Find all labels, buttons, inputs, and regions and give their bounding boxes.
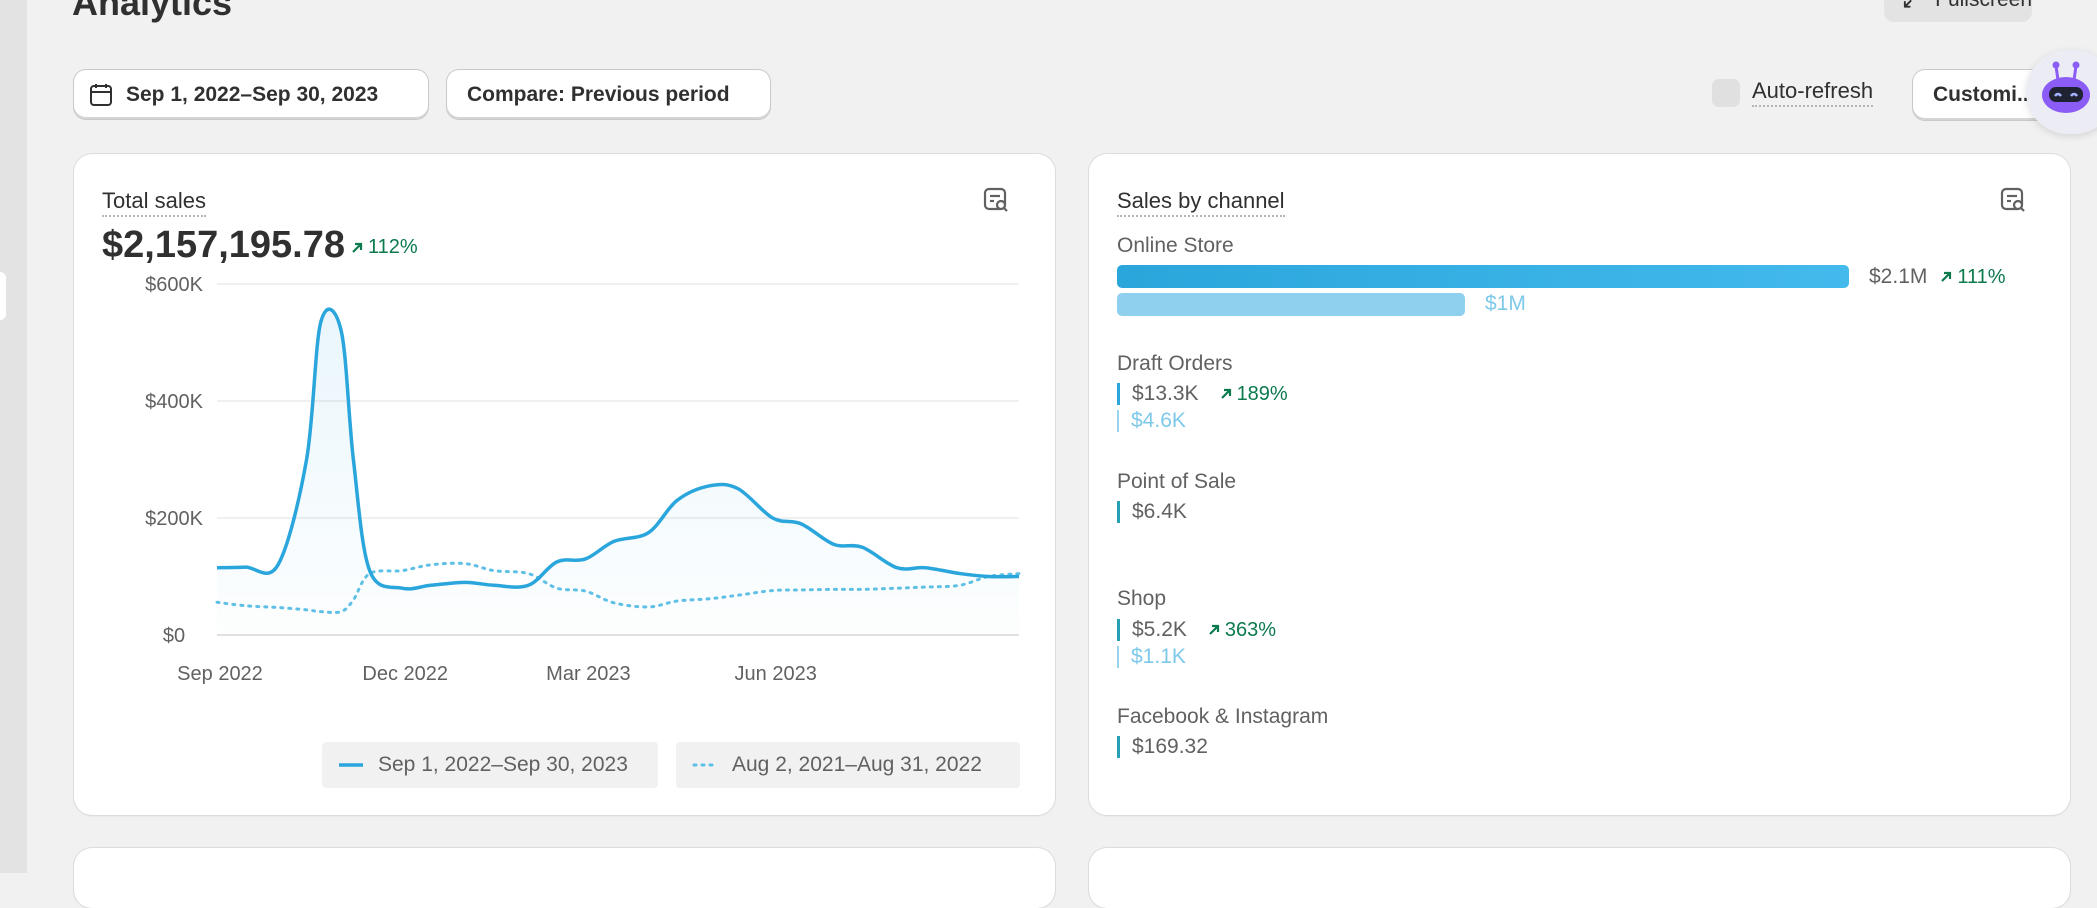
facebook-instagram-current-value: $169.32	[1132, 735, 1208, 758]
sales-by-channel-title[interactable]: Sales by channel	[1117, 188, 1285, 217]
fullscreen-button[interactable]: Fullscreen	[1884, 0, 2032, 22]
point-of-sale-current-bar	[1117, 501, 1120, 523]
auto-refresh-toggle[interactable]: Auto-refresh	[1712, 78, 1874, 107]
report-icon[interactable]	[1999, 186, 2027, 214]
draft-orders-previous-row[interactable]: $4.6K	[1117, 409, 1186, 433]
y-tick-label: $600K	[145, 274, 203, 296]
total-sales-chart: $600K $400K $200K $0 Sep 2022 Dec 2022 Mar 202…	[145, 274, 1021, 685]
total-sales-title[interactable]: Total sales	[102, 188, 206, 217]
channel-label-online-store: Online Store	[1117, 234, 1234, 257]
online-store-current-row: $2.1M 111%	[1869, 265, 2006, 289]
shop-current-row[interactable]: $5.2K 363%	[1117, 618, 1276, 642]
draft-orders-current-value: $13.3K	[1132, 382, 1199, 405]
report-icon[interactable]	[982, 186, 1010, 214]
series-current-line	[216, 307, 1020, 591]
y-tick-label: $0	[163, 625, 185, 647]
channel-label-draft-orders: Draft Orders	[1117, 352, 1233, 375]
calendar-icon	[90, 83, 112, 106]
channel-label-shop: Shop	[1117, 587, 1167, 610]
shop-previous-row[interactable]: $1.1K	[1117, 645, 1186, 669]
compare-button[interactable]: Compare: Previous period	[447, 70, 770, 119]
online-store-previous-bar[interactable]	[1117, 293, 1465, 316]
dotted-line-icon	[692, 763, 718, 767]
shop-previous-bar	[1117, 646, 1119, 668]
total-sales-change: 112%	[350, 236, 418, 259]
assistant-bot-button[interactable]	[2026, 50, 2097, 134]
total-sales-value: $2,157,195.78	[102, 224, 346, 266]
total-sales-change-label: 112%	[368, 236, 418, 258]
sidebar-edge	[0, 0, 27, 873]
legend-current-label: Sep 1, 2022–Sep 30, 2023	[378, 753, 628, 776]
auto-refresh-checkbox[interactable]	[1712, 78, 1740, 107]
legend-previous-label: Aug 2, 2021–Aug 31, 2022	[732, 753, 982, 776]
date-range-button[interactable]: Sep 1, 2022–Sep 30, 2023	[74, 70, 428, 119]
shop-current-value: $5.2K	[1132, 618, 1187, 641]
bot-icon	[2042, 61, 2090, 113]
draft-orders-previous-value: $4.6K	[1131, 409, 1186, 432]
arrow-up-right-icon	[352, 242, 363, 253]
legend-current[interactable]: Sep 1, 2022–Sep 30, 2023	[322, 742, 658, 788]
solid-line-icon	[339, 763, 363, 767]
legend-previous[interactable]: Aug 2, 2021–Aug 31, 2022	[676, 742, 1020, 788]
sidebar-handle[interactable]	[0, 272, 6, 320]
date-range-label: Sep 1, 2022–Sep 30, 2023	[126, 82, 379, 106]
x-tick-label: Jun 2023	[735, 663, 817, 685]
x-tick-label: Mar 2023	[546, 663, 631, 685]
arrow-up-right-icon	[1220, 388, 1231, 399]
point-of-sale-current-row[interactable]: $6.4K	[1117, 500, 1187, 524]
online-store-change: 111%	[1939, 265, 2006, 289]
x-tick-label: Sep 2022	[177, 663, 263, 685]
y-tick-label: $400K	[145, 391, 203, 413]
point-of-sale-current-value: $6.4K	[1132, 500, 1187, 523]
online-store-previous-row: $1M	[1485, 292, 1526, 316]
series-current-area	[217, 309, 1019, 635]
draft-orders-previous-bar	[1117, 410, 1119, 432]
sales-by-channel-card: Sales by channel Online Store $2.1M 111%…	[1089, 154, 2070, 815]
channel-label-point-of-sale: Point of Sale	[1117, 470, 1237, 493]
x-tick-label: Dec 2022	[362, 663, 448, 685]
shop-change: 363%	[1207, 619, 1276, 642]
arrow-up-right-icon	[1209, 624, 1219, 635]
facebook-instagram-current-bar	[1117, 736, 1120, 758]
online-store-current-value: $2.1M	[1869, 265, 1928, 288]
page-title: Analytics	[72, 0, 233, 23]
shop-change-label: 363%	[1224, 618, 1277, 641]
customize-label: Customi...	[1933, 83, 2035, 106]
facebook-instagram-current-row[interactable]: $169.32	[1117, 735, 1208, 759]
online-store-current-bar[interactable]	[1117, 265, 1849, 288]
online-store-previous-value: $1M	[1485, 292, 1526, 315]
channel-label-facebook-instagram: Facebook & Instagram	[1117, 705, 1329, 728]
fullscreen-label: Fullscreen	[1935, 0, 2032, 12]
online-store-change-label: 111%	[1957, 265, 2006, 288]
expand-icon	[1903, 0, 1912, 8]
draft-orders-current-bar	[1117, 383, 1120, 405]
shop-previous-value: $1.1K	[1131, 645, 1186, 668]
y-tick-label: $200K	[145, 508, 203, 530]
next-card-right	[1089, 848, 2070, 908]
auto-refresh-label: Auto-refresh	[1752, 78, 1874, 107]
total-sales-card: Total sales $2,157,195.78 112% $600K $400…	[74, 154, 1055, 815]
draft-orders-change-label: 189%	[1236, 382, 1288, 405]
arrow-up-right-icon	[1941, 271, 1952, 282]
series-previous-line	[215, 561, 1021, 615]
next-card-left	[74, 848, 1055, 908]
shop-current-bar	[1117, 619, 1120, 641]
draft-orders-change: 189%	[1219, 383, 1288, 406]
draft-orders-current-row[interactable]: $13.3K 189%	[1117, 382, 1288, 406]
compare-label: Compare: Previous period	[467, 82, 730, 106]
